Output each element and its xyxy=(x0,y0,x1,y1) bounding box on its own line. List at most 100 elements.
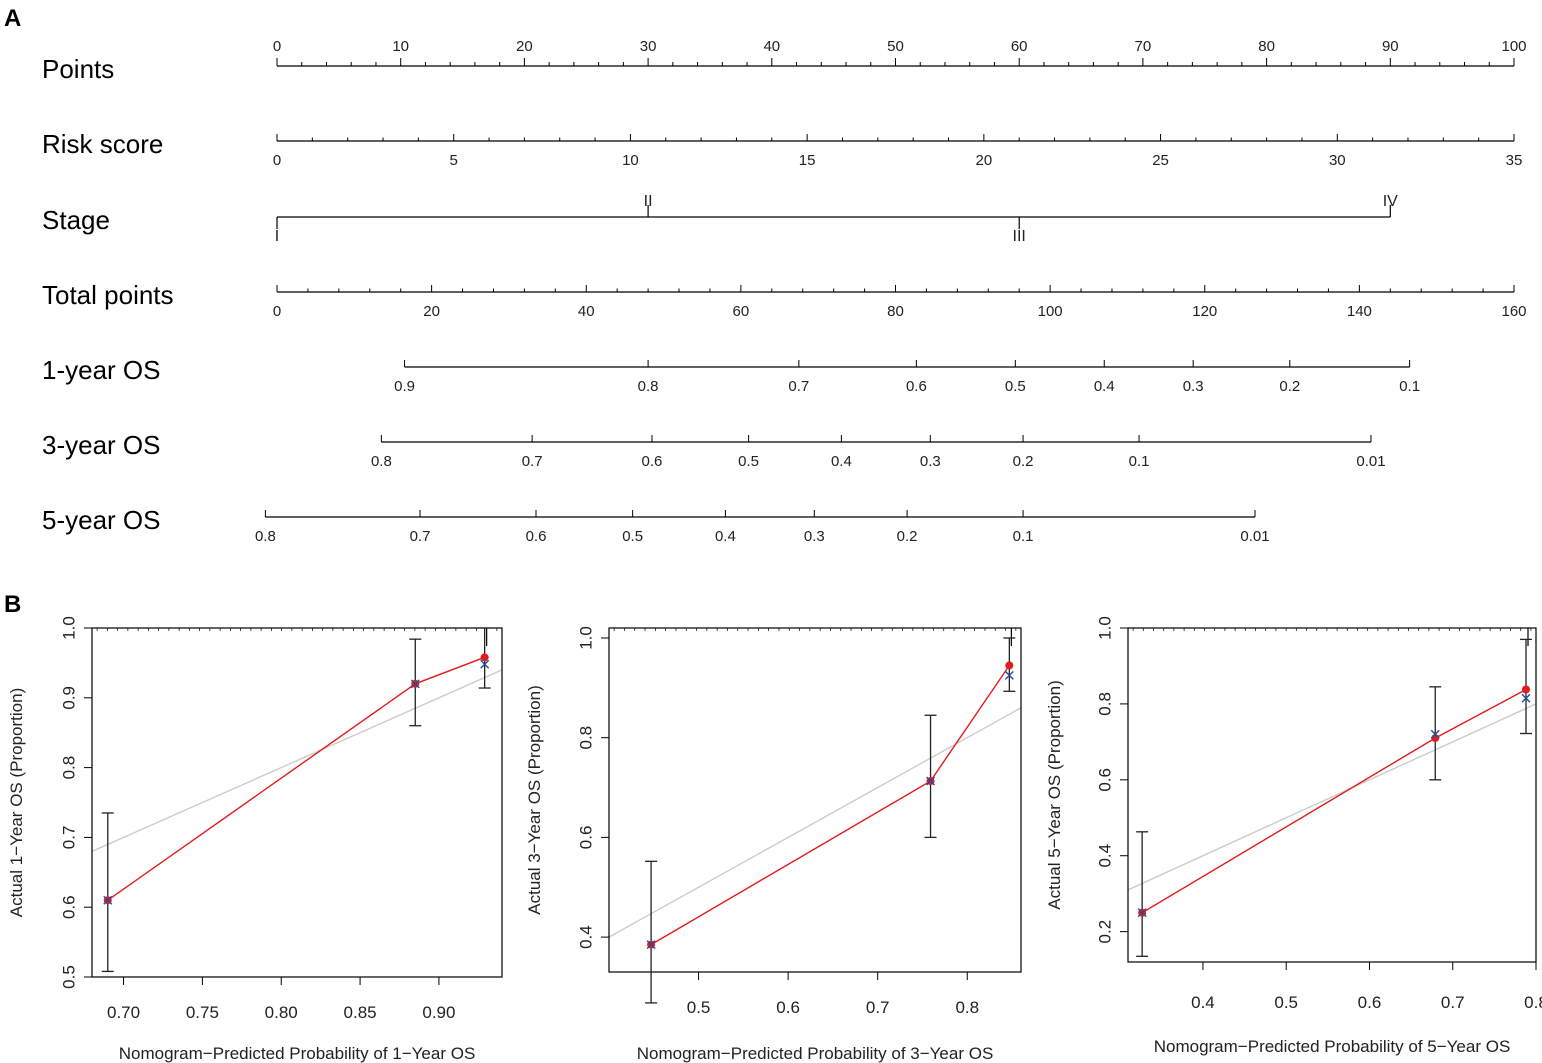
observed-point xyxy=(1431,734,1440,743)
tick-label: 0.4 xyxy=(1094,378,1115,395)
tick-label: 60 xyxy=(1011,38,1028,55)
x-tick-label: 0.90 xyxy=(422,1003,455,1022)
tick-label: 0.9 xyxy=(394,378,415,395)
x-tick-label: 0.7 xyxy=(1441,993,1465,1012)
tick-label: 0.7 xyxy=(788,378,809,395)
tick-label: 0.3 xyxy=(804,528,825,545)
ideal-line xyxy=(92,669,502,853)
y-tick-label: 0.6 xyxy=(1095,768,1114,792)
x-tick-label: 0.8 xyxy=(955,998,979,1017)
x-tick-label: 0.75 xyxy=(186,1003,219,1022)
nomogram-row-risk-score: Risk score 0 5 10 15 20 25 30 35 xyxy=(42,129,1522,169)
tick-label: 50 xyxy=(887,38,904,55)
x-tick-label: 0.8 xyxy=(1524,993,1542,1012)
tick-label: 0 xyxy=(273,303,281,320)
x-tick-label: 0.5 xyxy=(1274,993,1298,1012)
tick-label: 35 xyxy=(1506,152,1523,169)
tick-label: 0.1 xyxy=(1013,528,1034,545)
tick-label: 0 xyxy=(273,152,281,169)
tick-label: 10 xyxy=(622,152,639,169)
bias-corrected-point xyxy=(1004,670,1014,680)
y-tick-label: 0.4 xyxy=(576,925,595,949)
tick-label: 10 xyxy=(392,38,409,55)
x-axis-title: Nomogram−Predicted Probability of 3−Year… xyxy=(637,1044,994,1063)
y-tick-label: 0.6 xyxy=(576,826,595,850)
tick-label: 0.1 xyxy=(1399,378,1420,395)
tick-label: 5 xyxy=(450,152,458,169)
x-tick-label: 0.5 xyxy=(687,998,711,1017)
nomogram-row-total-points: Total points 0 20 40 60 80 100 120 140 160 xyxy=(42,280,1527,320)
nomogram-row-1-year-os: 1-year OS 0.9 0.8 0.7 0.6 0.5 0.4 0.3 0.2 0.1 xyxy=(42,355,1420,395)
panel-a-letter: A xyxy=(4,5,21,32)
x-tick-label: 0.70 xyxy=(107,1003,140,1022)
x-axis-title: Nomogram−Predicted Probability of 1−Year… xyxy=(119,1044,476,1063)
y-tick-label: 1.0 xyxy=(1095,616,1114,640)
tick-label: 140 xyxy=(1347,303,1372,320)
error-bar xyxy=(101,812,114,973)
stage-label: III xyxy=(1013,228,1026,245)
bias-corrected-point xyxy=(646,940,656,950)
stage-label: II xyxy=(644,193,653,210)
y-tick-label: 0.7 xyxy=(59,826,78,850)
row-label: 1-year OS xyxy=(42,355,161,385)
y-axis-title: Actual 1−Year OS (Proportion) xyxy=(7,688,26,917)
observed-point xyxy=(1522,685,1531,694)
tick-label: 0.3 xyxy=(1183,378,1204,395)
x-mark-stroke xyxy=(103,895,113,905)
tick-label: 0.8 xyxy=(371,453,392,470)
tick-label: 40 xyxy=(763,38,780,55)
tick-label: 0.6 xyxy=(642,453,663,470)
plot-frame xyxy=(1127,627,1537,963)
ideal-line xyxy=(609,707,1021,938)
tick-label: 0 xyxy=(273,38,281,55)
y-axis-title: Actual 3−Year OS (Proportion) xyxy=(525,685,544,914)
observed-point xyxy=(480,653,489,662)
tick-label: 15 xyxy=(799,152,816,169)
row-label: Points xyxy=(42,54,114,84)
nomogram-row-3-year-os: 3-year OS 0.8 0.7 0.6 0.5 0.4 0.3 0.2 0.1 0.01 xyxy=(42,430,1386,470)
tick-label: 25 xyxy=(1152,152,1169,169)
prediction-rug xyxy=(96,628,498,646)
y-tick-label: 1.0 xyxy=(576,626,595,650)
x-tick-label: 0.6 xyxy=(776,998,800,1017)
y-tick-label: 1.0 xyxy=(59,616,78,640)
y-tick-label: 0.5 xyxy=(59,965,78,989)
row-label: 3-year OS xyxy=(42,430,161,460)
bias-corrected-point xyxy=(103,895,113,905)
nomogram-row-points: Points 0 10 20 30 40 50 60 70 80 90 100 xyxy=(42,38,1527,84)
row-label: 5-year OS xyxy=(42,505,161,535)
stage-label: I xyxy=(275,228,279,245)
x-mark-stroke xyxy=(1004,670,1014,680)
tick-label: 0.4 xyxy=(831,453,852,470)
tick-label: 90 xyxy=(1382,38,1399,55)
prediction-rug xyxy=(613,628,1017,646)
y-tick-label: 0.2 xyxy=(1095,920,1114,944)
panel-b-letter: B xyxy=(4,591,21,618)
tick-label: 80 xyxy=(887,303,904,320)
tick-label: 60 xyxy=(733,303,750,320)
x-tick-label: 0.80 xyxy=(265,1003,298,1022)
y-tick-label: 0.4 xyxy=(1095,844,1114,868)
calibration-plot-3-year: 0.4 0.6 0.8 1.0 0.5 0.6 0.7 0.8 Nomogram−Predict… xyxy=(525,626,1022,1063)
row-label: Risk score xyxy=(42,129,163,159)
x-mark-stroke xyxy=(646,940,656,950)
tick-label: 0.1 xyxy=(1129,453,1150,470)
tick-label: 0.2 xyxy=(897,528,918,545)
row-label: Stage xyxy=(42,205,110,235)
x-tick-label: 0.85 xyxy=(344,1003,377,1022)
calibration-plot-1-year: 0.5 0.6 0.7 0.8 0.9 1.0 0.70 0.75 0.80 0.85 0.90 No… xyxy=(7,616,503,1063)
tick-label: 0.2 xyxy=(1013,453,1034,470)
y-tick-label: 0.8 xyxy=(576,726,595,750)
tick-label: 0.01 xyxy=(1240,528,1269,545)
tick-label: 40 xyxy=(578,303,595,320)
bias-corrected-point xyxy=(1521,693,1531,703)
x-mark-stroke xyxy=(410,679,420,689)
bias-corrected-point xyxy=(926,776,936,786)
tick-label: 30 xyxy=(640,38,657,55)
x-mark-stroke xyxy=(1137,908,1147,918)
tick-label: 0.3 xyxy=(920,453,941,470)
tick-label: 0.6 xyxy=(526,528,547,545)
